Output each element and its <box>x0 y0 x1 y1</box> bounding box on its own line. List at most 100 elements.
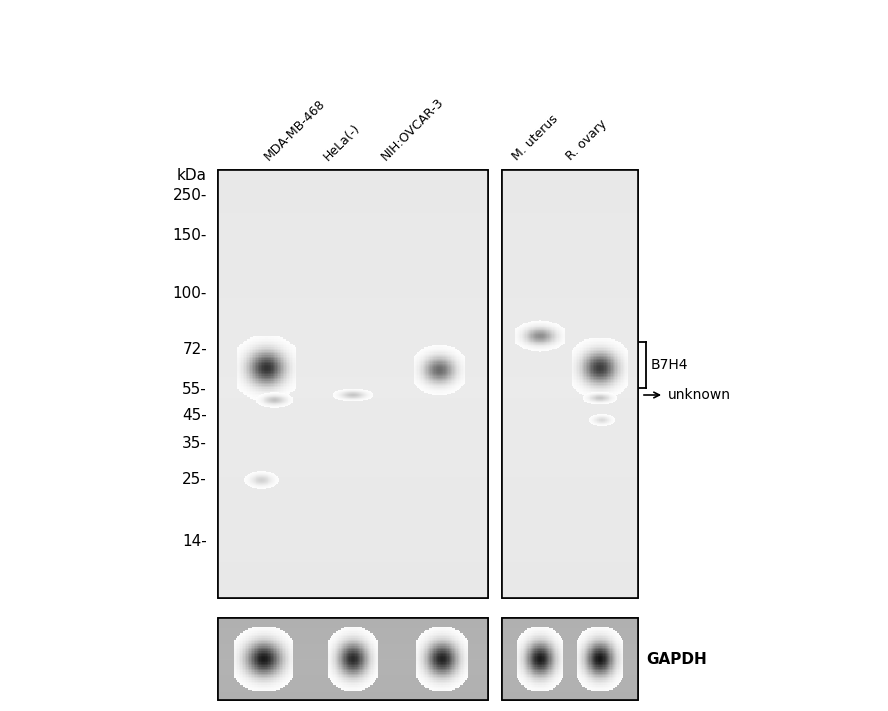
Bar <box>599 353 600 354</box>
Bar <box>522 656 524 658</box>
Bar <box>543 633 544 635</box>
Bar <box>467 653 468 654</box>
Bar <box>218 534 488 541</box>
Bar <box>540 334 542 335</box>
Bar <box>367 685 368 687</box>
Bar <box>544 630 546 631</box>
Bar <box>531 342 533 343</box>
Bar <box>613 669 614 670</box>
Bar <box>450 653 451 654</box>
Bar <box>283 677 284 678</box>
Bar <box>535 685 536 687</box>
Bar <box>599 365 600 366</box>
Bar <box>608 656 609 658</box>
Bar <box>462 656 463 658</box>
Bar <box>535 662 536 664</box>
Bar <box>617 390 618 392</box>
Bar <box>252 656 254 658</box>
Bar <box>622 670 623 672</box>
Bar <box>349 629 351 630</box>
Bar <box>618 351 620 353</box>
Bar <box>613 658 614 659</box>
Bar <box>257 368 258 370</box>
Bar <box>434 633 436 635</box>
Bar <box>280 672 281 673</box>
Bar <box>420 673 422 675</box>
Bar <box>440 380 442 381</box>
Bar <box>599 687 600 688</box>
Bar <box>543 648 544 649</box>
Bar <box>434 375 435 376</box>
Bar <box>353 685 354 687</box>
Bar <box>598 646 599 648</box>
Bar <box>575 380 577 382</box>
Bar <box>534 340 535 341</box>
Bar <box>612 651 613 653</box>
Bar <box>416 658 417 659</box>
Bar <box>547 662 548 664</box>
Bar <box>419 649 420 651</box>
Bar <box>529 677 531 678</box>
Bar <box>336 654 337 656</box>
Bar <box>268 669 270 670</box>
Bar <box>463 651 464 653</box>
Bar <box>248 659 250 661</box>
Bar <box>424 370 425 371</box>
Bar <box>253 341 255 342</box>
Bar <box>546 685 547 687</box>
Bar <box>533 331 534 332</box>
Bar <box>618 358 620 359</box>
Bar <box>245 651 246 653</box>
Bar <box>588 636 590 638</box>
Bar <box>343 665 345 667</box>
Bar <box>544 683 546 685</box>
Bar <box>564 341 565 342</box>
Bar <box>573 380 575 382</box>
Bar <box>349 667 351 669</box>
Bar <box>597 665 598 667</box>
Bar <box>627 359 628 360</box>
Bar <box>259 351 261 352</box>
Bar <box>448 643 450 644</box>
Bar <box>218 690 488 692</box>
Bar <box>255 397 257 399</box>
Bar <box>600 683 601 685</box>
Bar <box>371 667 373 669</box>
Bar <box>437 651 438 653</box>
Bar <box>246 665 248 667</box>
Bar <box>415 363 416 364</box>
Bar <box>270 665 272 667</box>
Bar <box>543 342 545 343</box>
Bar <box>600 633 601 635</box>
Bar <box>572 375 573 377</box>
Bar <box>530 330 531 331</box>
Bar <box>578 662 579 664</box>
Bar <box>596 354 597 356</box>
Bar <box>433 653 434 654</box>
Bar <box>246 361 248 363</box>
Bar <box>457 631 459 633</box>
Bar <box>607 383 608 385</box>
Bar <box>606 338 607 339</box>
Bar <box>266 672 267 673</box>
Bar <box>433 677 434 678</box>
Bar <box>234 677 236 678</box>
Bar <box>601 675 602 677</box>
Bar <box>546 631 547 633</box>
Bar <box>531 332 533 333</box>
Bar <box>602 630 604 631</box>
Bar <box>252 376 253 378</box>
Bar <box>583 347 584 348</box>
Bar <box>551 323 552 324</box>
Bar <box>532 665 533 667</box>
Bar <box>543 630 544 631</box>
Bar <box>437 365 438 366</box>
Bar <box>261 347 262 348</box>
Bar <box>607 638 608 640</box>
Bar <box>277 688 279 690</box>
Bar <box>621 646 622 648</box>
Bar <box>277 373 279 375</box>
Bar <box>601 673 602 675</box>
Bar <box>341 659 342 661</box>
Bar <box>515 333 517 334</box>
